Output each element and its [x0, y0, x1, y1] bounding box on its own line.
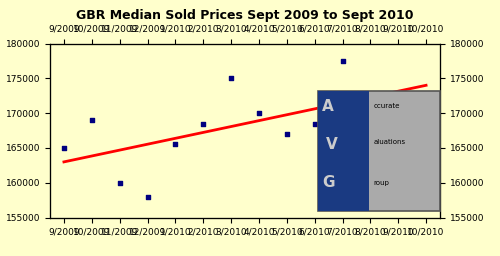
Point: [310, 122, 318, 126]
Title: GBR Median Sold Prices Sept 2009 to Sept 2010: GBR Median Sold Prices Sept 2009 to Sept…: [76, 9, 414, 22]
Text: ccurate: ccurate: [374, 103, 400, 109]
Point: [144, 195, 152, 199]
Point: [60, 146, 68, 150]
Text: A: A: [322, 99, 334, 114]
Point: [338, 59, 346, 63]
Text: aluations: aluations: [374, 139, 406, 145]
Text: V: V: [326, 137, 338, 152]
Point: [394, 111, 402, 115]
Text: roup: roup: [374, 180, 390, 186]
Point: [172, 142, 179, 146]
Text: G: G: [322, 175, 335, 190]
Point: [255, 111, 263, 115]
Point: [199, 122, 207, 126]
Point: [227, 76, 235, 80]
Point: [366, 97, 374, 101]
Bar: [318, 91, 369, 211]
Point: [88, 118, 96, 122]
Point: [283, 132, 291, 136]
Point: [116, 181, 124, 185]
